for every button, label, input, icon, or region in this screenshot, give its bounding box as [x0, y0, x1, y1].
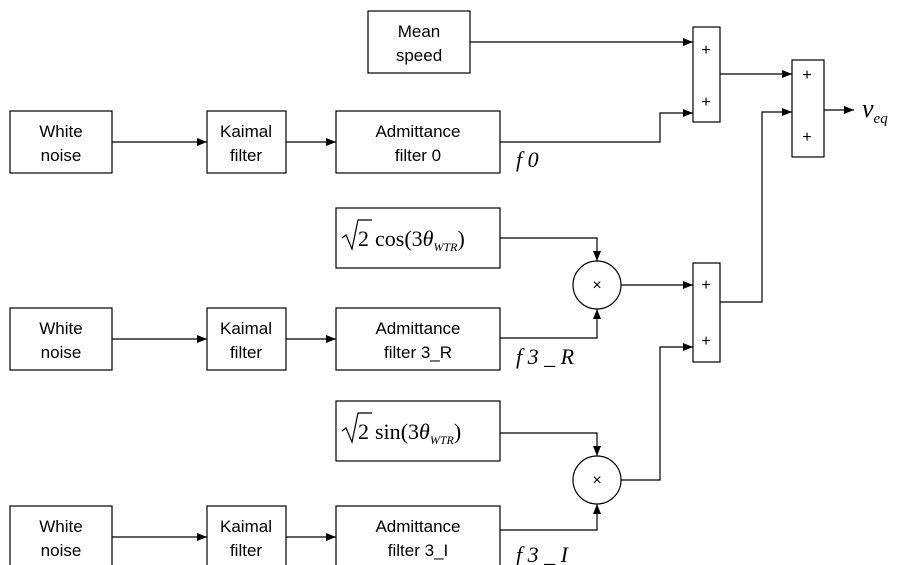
summer — [692, 262, 721, 363]
multiplier-sign: × — [592, 277, 601, 294]
radical — [341, 412, 372, 444]
signal-label: f 3 _ R — [516, 344, 575, 369]
source-block — [9, 505, 113, 565]
block-label: Kaimal filter — [220, 122, 272, 165]
sum-sign: + — [701, 333, 710, 350]
signal-label: f 0 — [516, 147, 539, 172]
sin-block — [335, 400, 501, 462]
block-label: White noise — [39, 122, 82, 165]
admittance-block — [335, 505, 501, 565]
cos-block — [335, 207, 501, 269]
block-label: White noise — [39, 517, 82, 560]
sum-sign: + — [701, 94, 710, 111]
output-label: veq — [862, 94, 888, 127]
signal-label: f 3 _ I — [516, 542, 570, 565]
sum-sign: + — [701, 277, 710, 294]
summer — [791, 59, 825, 158]
radical — [341, 219, 372, 251]
block-label: Admittance filter 3_R — [375, 319, 460, 362]
mean-speed-block — [367, 10, 471, 74]
block-label: Mean speed — [396, 22, 442, 65]
filter-block — [206, 110, 287, 174]
expression: 2 sin(3θWTR) — [358, 419, 461, 447]
multiplier-sign: × — [592, 472, 601, 489]
sum-sign: + — [701, 42, 710, 59]
expression: 2 cos(3θWTR) — [358, 226, 465, 254]
sum-sign: + — [802, 67, 811, 84]
block-label: White noise — [39, 319, 82, 362]
block-label: Kaimal filter — [220, 319, 272, 362]
block-label: Kaimal filter — [220, 517, 272, 560]
block-label: Admittance filter 3_I — [375, 517, 460, 560]
source-block — [9, 307, 113, 371]
summer — [692, 26, 721, 123]
block-label: Admittance filter 0 — [375, 122, 460, 165]
filter-block — [206, 307, 287, 371]
sum-sign: + — [802, 129, 811, 146]
wires — [470, 38, 854, 531]
admittance-block — [335, 307, 501, 371]
